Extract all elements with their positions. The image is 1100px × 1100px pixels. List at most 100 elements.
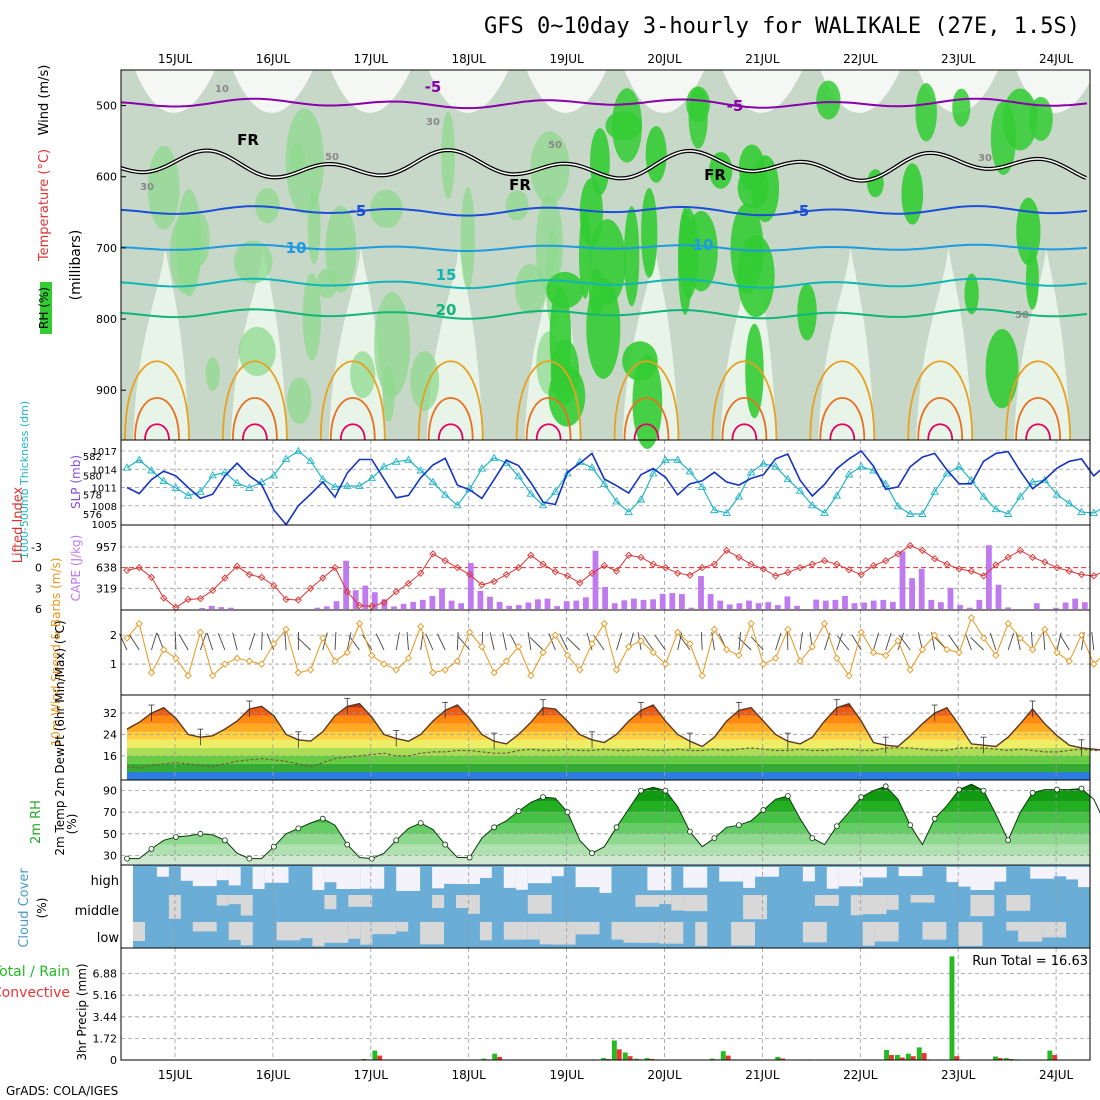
wind-axis-label: Wind (m/s) — [37, 65, 52, 136]
cape-bar — [1062, 602, 1069, 609]
rh-point — [1054, 786, 1060, 793]
surface-isotherm — [1005, 360, 1071, 441]
cape-bar — [343, 560, 349, 609]
rh-band — [127, 801, 1090, 813]
wind-speed-point — [404, 654, 413, 662]
cloud-gap — [910, 895, 935, 903]
thickness-point — [783, 474, 793, 483]
cape-bar — [535, 599, 541, 609]
thickness-point — [636, 495, 646, 503]
cape-bar — [583, 597, 589, 609]
cloud-gap — [1078, 867, 1090, 888]
wind-speed-point — [453, 657, 462, 665]
wind-speed-point — [686, 640, 694, 648]
lifted-index-point — [1065, 567, 1073, 575]
cloud-gap — [1006, 922, 1019, 931]
surface-isotherm — [917, 397, 964, 441]
cape-bar — [333, 601, 340, 609]
wind-barb — [178, 634, 189, 651]
wind-speed-point — [943, 645, 951, 654]
wind-speed-point — [184, 672, 192, 680]
wind-speed-point — [1090, 660, 1098, 668]
moist-area — [1016, 197, 1041, 266]
precip-total-bar — [709, 1058, 715, 1060]
rh-point — [197, 830, 204, 837]
thickness-point — [673, 455, 682, 463]
lifted-index-point — [808, 560, 816, 568]
temp-band — [127, 755, 1090, 764]
cape-bar — [410, 601, 417, 609]
tick-label: 0 — [35, 562, 42, 575]
dry-patch — [232, 70, 313, 113]
cape-bar — [870, 600, 877, 609]
cape-bar — [611, 603, 618, 609]
wind-speed-point — [221, 660, 229, 668]
precip-conv-bar — [1052, 1055, 1058, 1060]
cloud-gap — [635, 922, 660, 943]
cloud-gap — [527, 922, 540, 940]
precip-conv-bar — [616, 1049, 622, 1060]
tick-label: 1005 — [92, 520, 117, 531]
cloud-gap — [599, 867, 612, 893]
thickness-point — [281, 454, 291, 462]
wind-barb — [989, 632, 997, 651]
moist-area — [205, 357, 220, 391]
thickness-point — [1016, 492, 1025, 500]
thickness-point — [1003, 509, 1013, 517]
cape-bar — [957, 605, 963, 609]
cloud-level-label: middle — [75, 904, 119, 919]
cloud-gap — [360, 922, 373, 945]
lifted-index-point — [160, 594, 168, 602]
thickness-point — [355, 481, 364, 489]
isotherm-10 — [120, 243, 1088, 252]
rh-point — [246, 855, 253, 862]
moist-area — [901, 163, 924, 225]
upper-air-panel: -5 -5 FR FR FR -5 -5 10 10 15 20 10 30 30 50 50 30 50 500 6… — [37, 65, 1097, 450]
tick-label: 600 — [96, 171, 117, 184]
wind-speed-point — [979, 634, 988, 642]
wind10m-panel: 2 1 10m Wind Speed & Barbs (m/s) — [49, 558, 1100, 746]
precip-total-bar — [720, 1051, 726, 1060]
wind-barb — [899, 635, 911, 651]
precip-conv-bar — [497, 1056, 502, 1060]
wind-barb — [217, 633, 226, 651]
lifted-index-point — [551, 568, 559, 576]
cloud-gap — [432, 867, 445, 889]
lifted-index-cape-panel: -3 0 3 6 957 638 319 Lifted Index CAPE (J/kg) — [11, 486, 1100, 616]
lifted-index-point — [282, 595, 290, 603]
cape-bar — [381, 599, 388, 609]
wind-barb — [129, 634, 140, 651]
cloud-gap — [826, 867, 839, 889]
thickness-point — [159, 476, 168, 485]
wind-barb — [711, 632, 715, 651]
lifted-index-point — [674, 569, 682, 577]
rh-point — [931, 815, 938, 822]
surface-isotherm — [535, 423, 562, 441]
thickness-point — [587, 463, 597, 471]
tick-label: 638 — [96, 562, 117, 575]
thickness-point — [134, 455, 144, 463]
wind-speed-point — [869, 648, 878, 657]
wind-barb — [566, 637, 581, 651]
moist-area — [730, 203, 764, 294]
lifted-index-point — [527, 551, 535, 559]
lifted-index-point — [245, 570, 254, 579]
thickness-point — [881, 479, 891, 487]
cloud-gap — [216, 895, 229, 906]
cloud-gap — [348, 922, 361, 939]
thickness-point — [526, 489, 536, 497]
cape-bar — [477, 590, 484, 609]
thickness-point — [122, 463, 132, 471]
lifted-index-point — [270, 581, 278, 590]
moist-area — [579, 178, 603, 247]
dry-column — [1014, 247, 1071, 440]
rh-point — [833, 823, 840, 830]
cloud-gap — [862, 895, 887, 915]
precip-total-bar — [1003, 1058, 1009, 1060]
cape-bar — [726, 604, 733, 609]
lifted-index-point — [759, 565, 767, 573]
rh-point — [1005, 837, 1011, 844]
date-label-top: 17JUL — [354, 52, 389, 66]
cape-bar — [746, 600, 752, 609]
cape-bar — [1033, 603, 1040, 609]
